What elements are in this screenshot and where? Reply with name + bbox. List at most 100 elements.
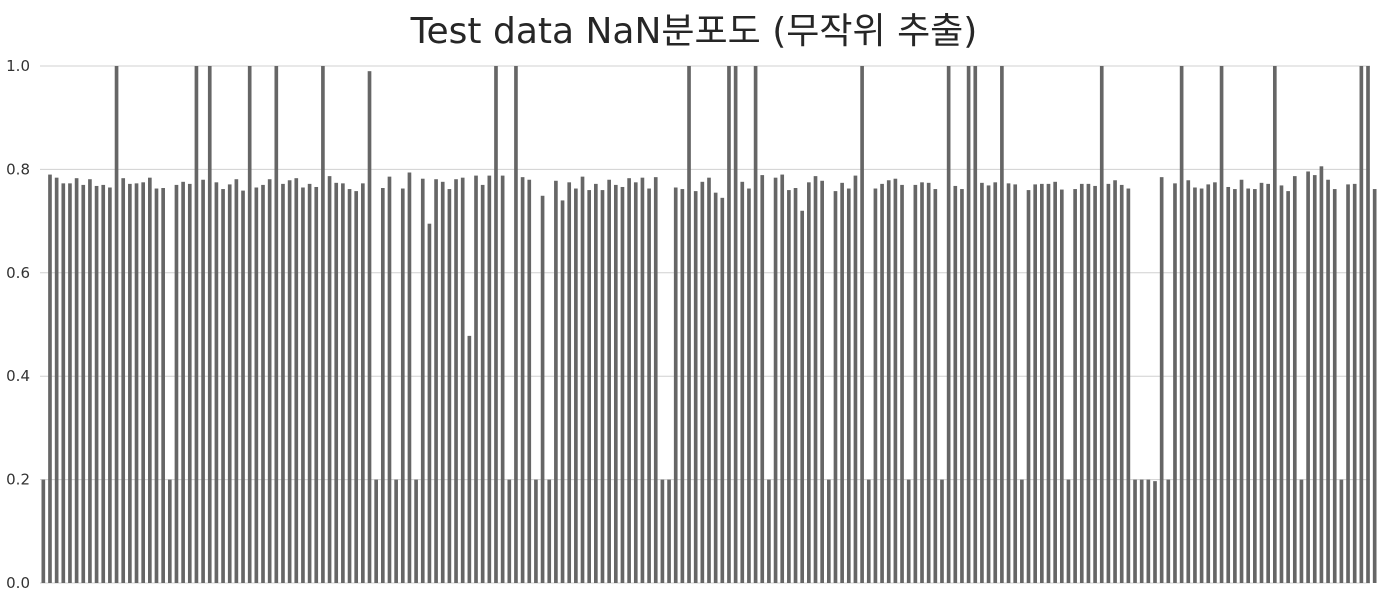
bar <box>500 175 505 583</box>
bar <box>534 479 538 583</box>
bar <box>787 190 791 583</box>
bar <box>966 66 971 583</box>
bar <box>1239 179 1244 584</box>
bar <box>713 192 718 584</box>
bar <box>281 183 285 583</box>
bar <box>693 191 698 584</box>
bar <box>820 180 824 583</box>
bar <box>560 200 565 584</box>
bar <box>1266 183 1270 583</box>
bar <box>647 188 651 583</box>
bar <box>980 182 984 583</box>
bar <box>926 182 931 583</box>
bar <box>514 66 518 583</box>
bar <box>287 180 292 583</box>
y-tick-label: 0.2 <box>6 471 30 489</box>
bar <box>267 179 272 583</box>
bar <box>194 66 199 583</box>
bar <box>866 479 871 583</box>
y-axis-ticks: 0.0 0.2 0.4 0.6 0.8 1.0 <box>6 57 30 592</box>
y-tick-label: 0.0 <box>6 574 30 592</box>
bar <box>826 479 831 583</box>
bar <box>341 183 345 584</box>
bar <box>940 479 944 583</box>
bar <box>1073 189 1077 584</box>
bar <box>620 186 625 584</box>
bar <box>234 179 239 583</box>
bar <box>427 223 432 583</box>
bar <box>1332 189 1337 584</box>
bar <box>520 177 525 583</box>
bar <box>933 189 938 584</box>
bar <box>374 479 378 583</box>
bar <box>953 185 958 583</box>
bar <box>274 66 279 583</box>
bar <box>1226 186 1231 584</box>
chart-title: Test data NaN분포도 (무작위 추출) <box>410 11 978 52</box>
bar <box>221 189 225 584</box>
bar <box>913 184 918 583</box>
bar <box>1059 189 1064 583</box>
bar <box>574 188 578 583</box>
y-tick-label: 0.8 <box>6 160 30 178</box>
bar <box>1119 184 1124 583</box>
bar <box>1259 182 1264 583</box>
bar <box>733 66 738 583</box>
bar <box>141 182 146 583</box>
bar <box>88 179 92 583</box>
bar <box>740 181 745 583</box>
bar <box>567 182 572 583</box>
bar <box>1053 181 1057 583</box>
bar <box>1326 179 1330 584</box>
bar <box>447 189 452 584</box>
bar <box>1146 479 1151 583</box>
bar <box>707 177 711 584</box>
bar <box>154 188 159 583</box>
bar <box>1272 66 1277 583</box>
bar <box>773 177 778 584</box>
bar <box>1206 184 1211 583</box>
bar <box>946 66 951 583</box>
bar <box>807 182 811 583</box>
bar <box>1186 180 1191 583</box>
bar <box>367 71 372 584</box>
bar <box>1179 66 1184 583</box>
bar <box>627 178 631 583</box>
bar <box>480 184 485 583</box>
bar <box>1106 183 1111 583</box>
bar <box>407 172 412 583</box>
bar <box>1006 183 1011 584</box>
bar <box>247 66 252 583</box>
bar <box>1166 479 1171 583</box>
bar <box>54 177 59 584</box>
bar <box>1026 190 1031 583</box>
bar <box>1126 188 1131 583</box>
bar <box>960 189 964 584</box>
bar <box>1372 189 1377 584</box>
y-tick-label: 1.0 <box>6 57 30 75</box>
bar <box>1173 183 1177 584</box>
bar <box>780 174 785 583</box>
bar <box>214 182 219 583</box>
bar <box>1113 180 1117 583</box>
bar <box>687 66 691 583</box>
bar <box>1099 66 1104 583</box>
bar <box>207 66 212 583</box>
bar <box>853 175 858 583</box>
y-tick-label: 0.4 <box>6 367 30 385</box>
bar <box>660 479 665 583</box>
bar <box>400 188 405 583</box>
bar <box>580 176 585 583</box>
bar <box>1312 175 1317 583</box>
bar <box>420 178 425 583</box>
bar <box>1279 185 1284 583</box>
bar <box>973 66 978 583</box>
bar <box>387 176 392 583</box>
bar <box>813 176 818 583</box>
bar <box>840 182 844 583</box>
bar <box>454 179 458 583</box>
bar <box>893 178 898 583</box>
bar <box>540 195 545 583</box>
bar <box>653 177 658 583</box>
bar <box>81 184 86 583</box>
